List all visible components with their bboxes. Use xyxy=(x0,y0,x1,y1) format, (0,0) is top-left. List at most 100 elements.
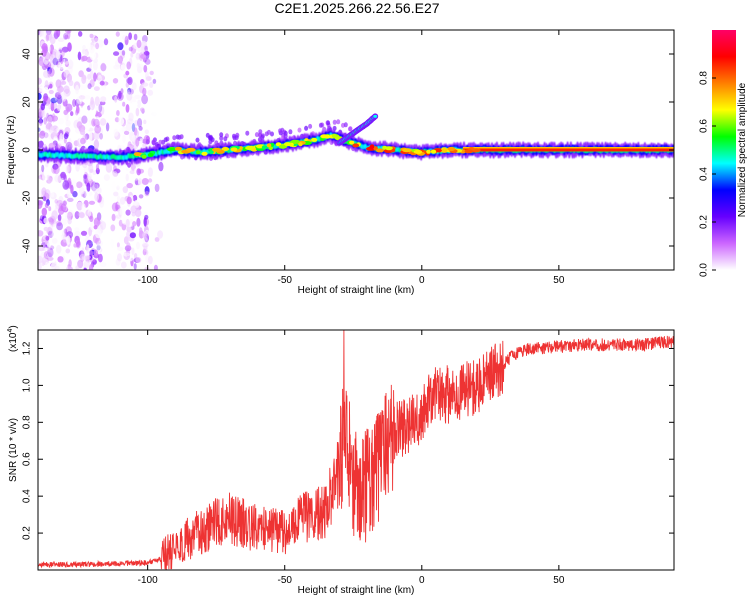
noise-blob xyxy=(48,89,54,95)
noise-blob xyxy=(95,42,100,50)
noise-blob xyxy=(89,44,95,54)
noise-blob xyxy=(42,55,50,65)
noise-blob xyxy=(41,108,46,118)
noise-blob xyxy=(54,265,60,270)
ridge-hotspot xyxy=(298,142,303,147)
spectrogram-ridge xyxy=(38,113,674,166)
noise-blob xyxy=(134,178,139,186)
noise-blob xyxy=(76,121,83,129)
noise-blob xyxy=(38,140,44,148)
noise-blob xyxy=(133,253,138,259)
noise-blob xyxy=(61,80,67,85)
spectrogram-marks xyxy=(38,30,674,270)
noise-blob xyxy=(145,76,152,81)
noise-blob xyxy=(134,53,139,64)
noise-blob xyxy=(56,222,63,231)
noise-blob xyxy=(288,129,293,135)
noise-blob xyxy=(96,245,102,253)
noise-blob xyxy=(84,95,91,100)
snr-multiplier-exp: 4 xyxy=(7,329,14,333)
spectrogram-ytick-label: -20 xyxy=(22,190,33,205)
noise-blob xyxy=(117,253,122,262)
noise-blob xyxy=(67,218,72,225)
noise-blob xyxy=(47,177,53,183)
noise-blob xyxy=(208,139,213,145)
noise-blob xyxy=(80,84,87,91)
noise-blob xyxy=(47,44,51,53)
noise-blob xyxy=(123,236,129,245)
noise-blob xyxy=(129,57,133,67)
noise-blob xyxy=(128,46,133,52)
ridge-hotspot xyxy=(209,150,214,154)
noise-blob xyxy=(114,117,120,123)
noise-blob xyxy=(130,101,138,107)
noise-blob xyxy=(113,128,119,137)
noise-blob xyxy=(82,44,86,50)
noise-blob xyxy=(138,194,144,199)
noise-blob xyxy=(140,107,145,112)
noise-blob xyxy=(126,242,131,251)
noise-blob xyxy=(42,172,46,180)
noise-blob xyxy=(40,103,45,111)
noise-blob xyxy=(50,101,55,112)
noise-blob xyxy=(76,181,83,189)
noise-blob xyxy=(117,246,124,251)
noise-blob xyxy=(122,59,129,66)
noise-blob xyxy=(89,168,94,173)
noise-blob xyxy=(43,70,50,78)
ridge-hotspot xyxy=(133,152,142,157)
noise-blob xyxy=(63,56,70,65)
noise-blob xyxy=(99,80,105,86)
noise-blob xyxy=(83,260,90,269)
noise-blob xyxy=(94,125,102,134)
noise-blob xyxy=(93,72,97,82)
noise-blob xyxy=(122,34,128,41)
ridge-hotspot xyxy=(141,154,147,159)
noise-blob xyxy=(58,117,64,125)
noise-blob xyxy=(131,82,137,91)
noise-blob xyxy=(83,267,87,270)
noise-blob xyxy=(141,232,147,238)
noise-blob xyxy=(56,220,62,227)
noise-blob xyxy=(111,213,116,222)
ridge-hotspot xyxy=(245,146,254,150)
noise-blob xyxy=(67,30,71,40)
noise-blob xyxy=(112,78,119,84)
noise-blob xyxy=(81,92,86,100)
noise-blob xyxy=(117,42,124,51)
snr-xtick-label: -50 xyxy=(277,575,292,586)
noise-blob xyxy=(112,171,118,178)
noise-blob xyxy=(266,129,271,135)
noise-blob xyxy=(136,168,141,176)
noise-blob xyxy=(112,79,118,88)
noise-blob xyxy=(125,104,130,113)
noise-blob xyxy=(40,226,44,232)
noise-blob xyxy=(118,90,122,100)
noise-blob xyxy=(113,51,120,56)
noise-blob xyxy=(179,134,184,140)
noise-blob xyxy=(121,145,127,150)
snr-ytick-label: 1.0 xyxy=(22,378,33,392)
noise-blob xyxy=(50,192,55,198)
noise-blob xyxy=(85,229,91,237)
ridge-hotspot xyxy=(166,147,177,152)
noise-blob xyxy=(56,91,62,98)
noise-blob xyxy=(144,191,150,197)
ridge-hotspot xyxy=(376,148,384,153)
noise-blob xyxy=(128,32,133,40)
noise-blob xyxy=(80,129,86,136)
noise-blob xyxy=(86,244,90,254)
noise-blob xyxy=(125,166,129,172)
noise-blob xyxy=(148,178,153,183)
noise-blob xyxy=(40,30,44,37)
spectrogram-ytick-label: 20 xyxy=(22,96,33,108)
snr-axes: -100 -50 0 50 0.2 0.4 0.6 0.8 1.0 1.2 xyxy=(22,330,674,586)
noise-blob xyxy=(61,91,67,102)
colorbar-scale xyxy=(712,30,736,270)
noise-blob xyxy=(143,64,148,73)
noise-blob xyxy=(50,97,58,104)
colorbar-tick-label: 0.6 xyxy=(699,119,710,133)
noise-blob xyxy=(48,218,55,225)
noise-blob xyxy=(39,130,45,139)
noise-blob xyxy=(254,132,259,138)
